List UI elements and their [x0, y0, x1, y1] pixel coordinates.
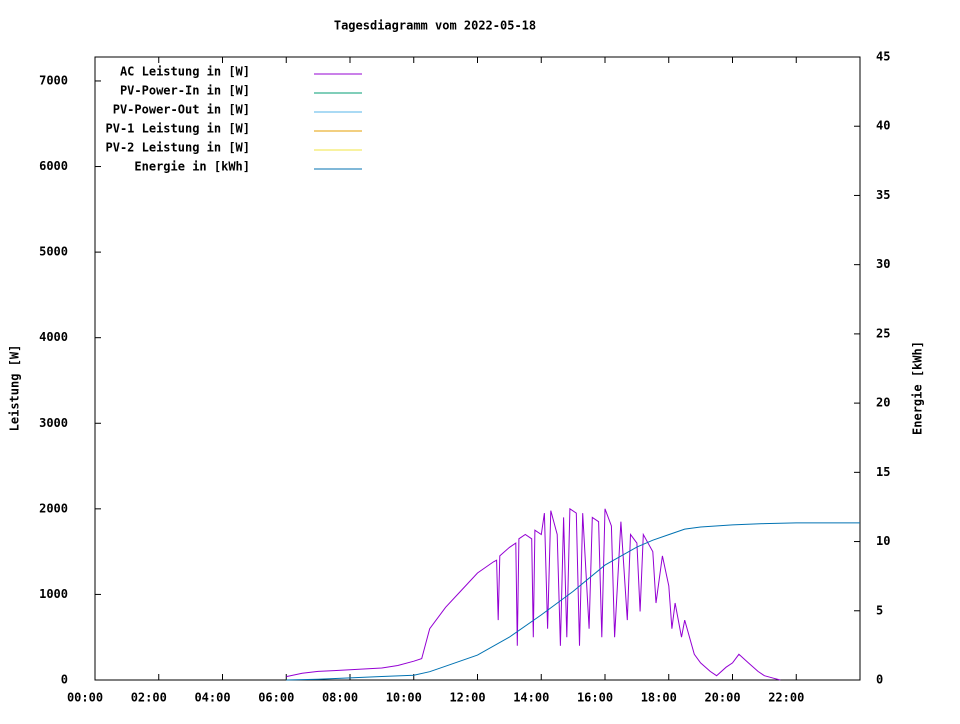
- y2-tick-label: 25: [876, 326, 890, 340]
- y2-tick-label: 5: [876, 603, 883, 617]
- y2-tick-label: 30: [876, 257, 890, 271]
- y-axis-label: Leistung [W]: [8, 345, 22, 432]
- y2-tick-label: 40: [876, 119, 890, 133]
- x-tick-label: 16:00: [577, 691, 613, 705]
- y2-tick-label: 35: [876, 188, 890, 202]
- legend-label: PV-1 Leistung in [W]: [106, 122, 251, 136]
- x-tick-label: 10:00: [386, 691, 422, 705]
- y-tick-label: 3000: [39, 416, 68, 430]
- x-tick-label: 08:00: [322, 691, 358, 705]
- x-tick-label: 20:00: [704, 691, 740, 705]
- x-tick-label: 22:00: [768, 691, 804, 705]
- y-tick-label: 1000: [39, 587, 68, 601]
- legend-label: PV-2 Leistung in [W]: [106, 141, 251, 155]
- y-tick-label: 6000: [39, 159, 68, 173]
- chart-title: Tagesdiagramm vom 2022-05-18: [334, 19, 536, 33]
- x-tick-label: 06:00: [258, 691, 294, 705]
- series-line: [286, 507, 781, 681]
- y-tick-label: 0: [61, 673, 68, 687]
- y-tick-label: 2000: [39, 501, 68, 515]
- x-tick-label: 04:00: [194, 691, 230, 705]
- y2-tick-label: 45: [876, 50, 890, 64]
- series-line: [286, 522, 860, 681]
- x-tick-label: 12:00: [449, 691, 485, 705]
- x-tick-label: 02:00: [131, 691, 167, 705]
- y2-tick-label: 10: [876, 534, 890, 548]
- y-tick-label: 4000: [39, 330, 68, 344]
- legend-label: PV-Power-Out in [W]: [113, 103, 250, 117]
- y2-tick-label: 20: [876, 396, 890, 410]
- legend-label: PV-Power-In in [W]: [120, 84, 250, 98]
- y2-tick-label: 15: [876, 465, 890, 479]
- x-tick-label: 18:00: [641, 691, 677, 705]
- legend-label: AC Leistung in [W]: [120, 65, 250, 79]
- x-tick-label: 00:00: [67, 691, 103, 705]
- y2-axis-label: Energie [kWh]: [911, 341, 925, 435]
- x-tick-label: 14:00: [513, 691, 549, 705]
- y-tick-label: 7000: [39, 73, 68, 87]
- y2-tick-label: 0: [876, 673, 883, 687]
- y-tick-label: 5000: [39, 245, 68, 259]
- legend-label: Energie in [kWh]: [134, 160, 250, 174]
